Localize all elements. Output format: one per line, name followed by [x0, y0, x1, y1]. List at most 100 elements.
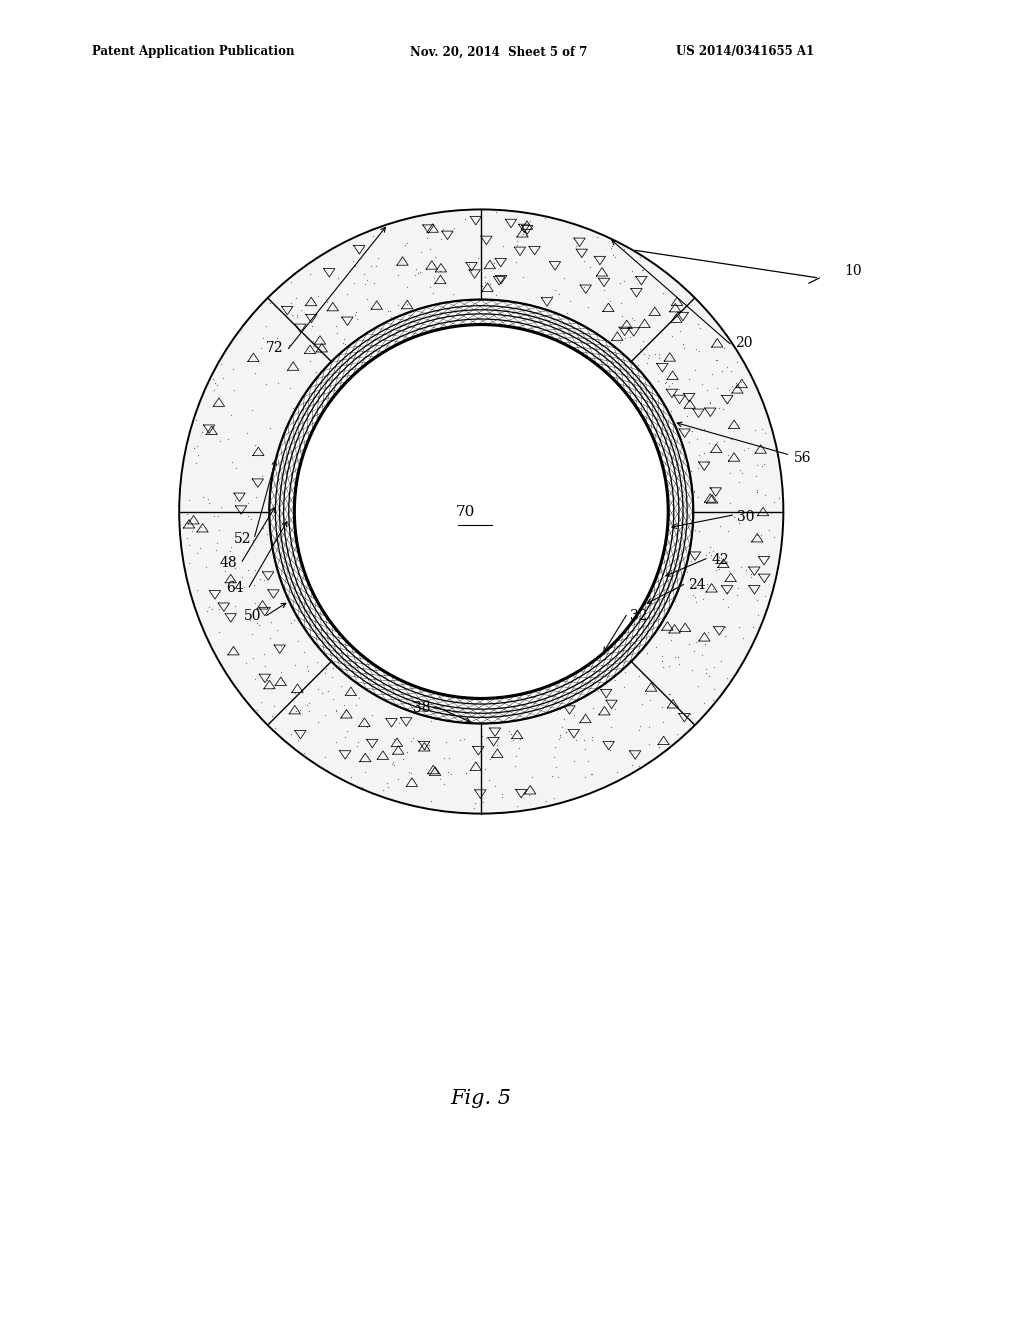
Point [552, 698, 568, 719]
Point [742, 566, 759, 587]
Point [719, 520, 735, 541]
Point [750, 605, 766, 626]
Point [328, 731, 344, 752]
Point [399, 294, 416, 315]
Point [665, 372, 681, 393]
Point [290, 729, 306, 750]
Point [350, 731, 367, 752]
Point [575, 730, 592, 751]
Point [715, 399, 731, 420]
Point [550, 767, 566, 788]
Point [711, 558, 727, 579]
Point [227, 557, 244, 578]
Point [711, 397, 727, 418]
Point [244, 400, 260, 421]
Point [266, 696, 283, 717]
Point [660, 656, 677, 677]
Point [495, 236, 511, 257]
Point [323, 350, 339, 371]
Point [249, 700, 265, 721]
Point [698, 573, 715, 594]
Point [300, 660, 316, 681]
Point [383, 708, 399, 729]
Text: 38: 38 [413, 701, 430, 715]
Point [285, 397, 301, 418]
Point [616, 271, 633, 292]
Point [709, 432, 725, 453]
Text: 72: 72 [266, 341, 284, 355]
Point [728, 372, 744, 393]
Point [635, 330, 651, 351]
Point [749, 524, 765, 545]
Point [223, 536, 240, 557]
Point [186, 438, 203, 459]
Point [726, 507, 742, 528]
Point [698, 661, 715, 682]
Point [686, 482, 702, 503]
Point [651, 737, 668, 758]
Point [552, 725, 568, 746]
Point [426, 268, 442, 289]
Point [720, 445, 736, 466]
Point [589, 227, 605, 248]
Point [380, 776, 396, 797]
Point [713, 548, 729, 569]
Point [653, 645, 670, 667]
Point [247, 668, 263, 689]
Point [296, 642, 312, 663]
Point [422, 239, 438, 260]
Point [440, 747, 457, 768]
Point [188, 436, 205, 457]
Point [641, 345, 657, 366]
Text: 48: 48 [220, 556, 238, 570]
Point [682, 704, 698, 725]
Point [390, 294, 407, 315]
Point [632, 715, 648, 737]
Point [546, 746, 562, 767]
Point [689, 486, 706, 507]
Point [624, 308, 640, 329]
Point [717, 626, 733, 647]
Point [635, 259, 651, 280]
Point [317, 659, 334, 680]
Point [733, 556, 750, 577]
Point [208, 539, 224, 560]
Point [681, 568, 697, 589]
Point [248, 486, 264, 507]
Text: 24: 24 [688, 578, 706, 593]
Point [706, 678, 722, 700]
Point [443, 764, 460, 785]
Point [481, 748, 498, 770]
Point [686, 520, 702, 541]
Point [691, 520, 708, 541]
Point [639, 352, 655, 374]
Point [212, 496, 228, 517]
Point [238, 652, 254, 673]
Point [356, 762, 373, 783]
Point [304, 335, 321, 356]
Point [501, 721, 517, 742]
Point [696, 442, 713, 463]
Point [427, 247, 443, 268]
Point [766, 527, 782, 548]
Point [488, 734, 505, 755]
Point [656, 372, 673, 393]
Point [689, 314, 706, 335]
Point [223, 548, 240, 569]
Point [700, 665, 717, 686]
Point [330, 267, 346, 288]
Point [475, 792, 492, 813]
Point [251, 568, 267, 589]
Point [240, 506, 256, 527]
Point [697, 634, 714, 655]
Point [566, 751, 583, 772]
Point [189, 445, 206, 466]
Point [343, 767, 359, 788]
Point [596, 280, 612, 301]
Point [602, 238, 618, 259]
Point [551, 284, 567, 305]
Text: 30: 30 [737, 510, 755, 524]
Point [708, 329, 724, 350]
Point [426, 253, 442, 275]
Text: 64: 64 [226, 581, 244, 595]
